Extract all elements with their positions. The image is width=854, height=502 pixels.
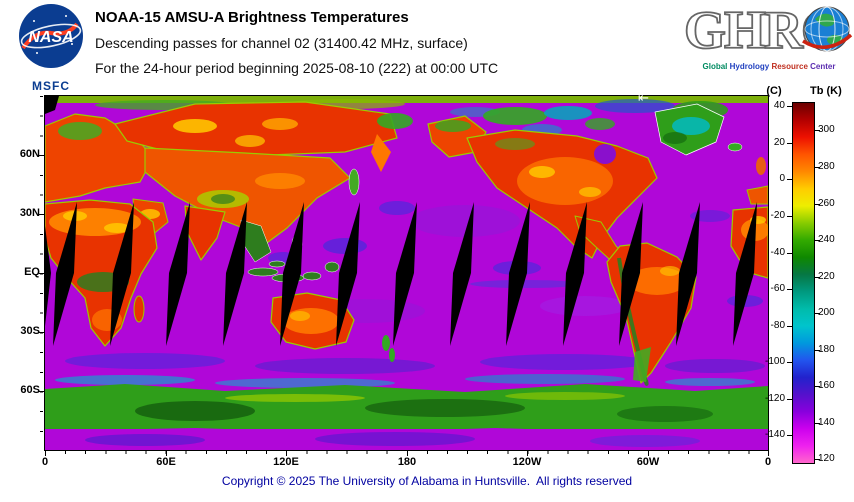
tagline-word: Global [702,62,728,71]
x-axis-label-0w: 0 [764,456,772,468]
colorbar-c-tick: -60 [770,283,785,294]
y-axis-label-60s: 60S [20,384,40,396]
page-period-line: For the 24-hour period beginning 2025-08… [95,60,499,76]
colorbar-k-tickmark [815,240,820,241]
colorbar-c-tickmark [787,143,792,144]
colorbar-c-tick: 0 [779,173,785,184]
colorbar-celsius-unit: (C) [766,85,782,97]
colorbar-c-tick: 20 [773,137,785,148]
x-axis-minor-ticks [45,451,768,454]
ghrc-logo-icon: GHRC [683,0,853,61]
colorbar-k-tick: 220 [818,271,835,282]
colorbar-k-tickmark [815,167,820,168]
colorbar-kelvin-unit: Tb (K) [810,85,842,97]
colorbar-k-tickmark [815,423,820,424]
colorbar-k-tickmark [815,277,820,278]
colorbar-k-tickmark [815,204,820,205]
y-axis-label-30s: 30S [20,325,40,337]
colorbar-c-tickmark [787,362,792,363]
x-axis-label-180: 180 [397,456,417,468]
colorbar-k-tickmark [815,350,820,351]
x-axis-label-60e: 60E [156,456,176,468]
msfc-label: MSFC [32,79,70,93]
x-axis-tick [768,451,769,456]
colorbar-c-tickmark [787,179,792,180]
colorbar-c-tick: -120 [764,393,785,404]
ghrc-logo: GHRC Global Hydrology Resource Center [683,0,854,84]
colorbar-k-tickmark [815,130,820,131]
colorbar-c-tickmark [787,326,792,327]
cursor-arrow-icon: ⇤ [638,90,649,105]
colorbar-c-tickmark [787,106,792,107]
x-axis-label-0e: 0 [41,456,49,468]
tagline-word: Resource [771,62,808,71]
colorbar-c-tickmark [787,399,792,400]
colorbar-c-tick: -140 [764,429,785,440]
colorbar-c-tick: -100 [764,356,785,367]
colorbar-c-tick: -40 [770,247,785,258]
colorbar-c-tick: 40 [773,100,785,111]
swath-gaps-layer [45,96,757,346]
y-axis-label-eq: EQ [24,266,40,278]
colorbar-k-tick: 260 [818,198,835,209]
colorbar-k-tickmark [815,313,820,314]
copyright-notice: Copyright © 2025 The University of Alaba… [221,474,633,488]
y-axis-minor-ticks [40,96,43,450]
colorbar-k-tickmark [815,386,820,387]
colorbar-c-tick: -80 [770,320,785,331]
colorbar-k-tick: 280 [818,161,835,172]
ghrc-globe-icon [802,6,853,52]
nasa-logo: NASA MSFC [12,3,90,93]
antarctic-layer [45,384,768,450]
x-axis-label-60w: 60W [636,456,660,468]
colorbar-k-tick: 120 [818,453,835,464]
brightness-temperature-map [44,95,769,451]
y-axis-label-30n: 30N [19,207,40,219]
colorbar-k-tick: 180 [818,344,835,355]
tagline-word: Center [810,62,836,71]
tagline-word: Hydrology [729,62,770,71]
colorbar-c-tickmark [787,216,792,217]
page-subtitle: Descending passes for channel 02 (31400.… [95,35,468,51]
x-axis-label-120e: 120E [273,456,299,468]
colorbar-k-tick: 240 [818,234,835,245]
colorbar-gradient [792,102,815,464]
colorbar-c-tickmark [787,289,792,290]
y-axis-label-60n: 60N [19,148,40,160]
colorbar-c-tickmark [787,253,792,254]
x-axis-label-120w: 120W [512,456,542,468]
colorbar-c-tickmark [787,435,792,436]
colorbar-k-tick: 300 [818,124,835,135]
ghrc-tagline: Global Hydrology Resource Center [684,62,854,71]
colorbar-k-tick: 140 [818,417,835,428]
nasa-wordmark: NASA [28,29,73,46]
colorbar-k-tick: 160 [818,380,835,391]
nasa-meatball-icon: NASA [19,4,83,68]
colorbar-c-tick: -20 [770,210,785,221]
colorbar-k-tick: 200 [818,307,835,318]
colorbar-k-tickmark [815,459,820,460]
map-image [45,96,768,450]
page-title: NOAA-15 AMSU-A Brightness Temperatures [95,9,409,26]
